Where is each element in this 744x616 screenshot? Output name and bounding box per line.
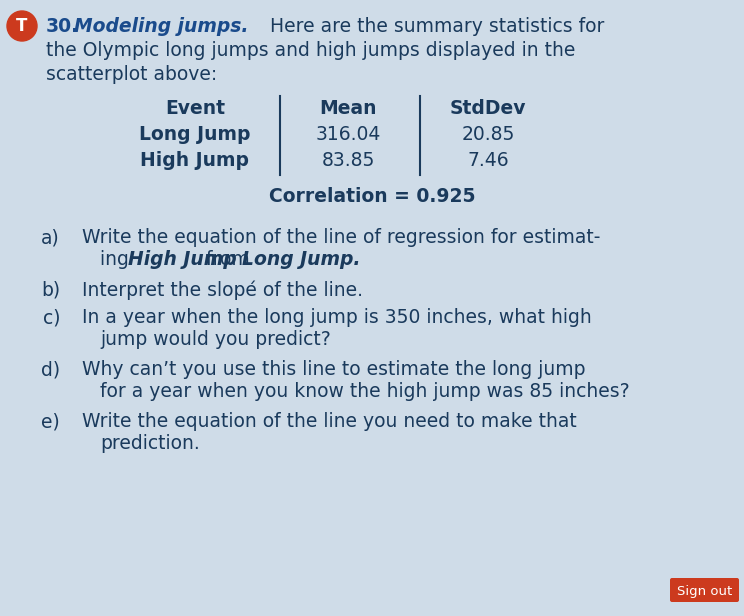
Text: StdDev: StdDev [450, 99, 526, 118]
Text: Long Jump.: Long Jump. [242, 250, 361, 269]
Text: Write the equation of the line you need to make that: Write the equation of the line you need … [82, 412, 577, 431]
Text: High Jump: High Jump [141, 150, 249, 169]
FancyBboxPatch shape [670, 578, 739, 602]
Text: b): b) [41, 280, 60, 299]
Text: Write the equation of the line of regression for estimat-: Write the equation of the line of regres… [82, 228, 600, 247]
Text: High Jump: High Jump [128, 250, 237, 269]
Text: Modeling jumps.: Modeling jumps. [74, 17, 248, 36]
Text: c): c) [42, 308, 60, 327]
Text: e): e) [41, 412, 60, 431]
Text: Why can’t you use this line to estimate the long jump: Why can’t you use this line to estimate … [82, 360, 586, 379]
Text: Mean: Mean [319, 99, 376, 118]
Text: a): a) [41, 228, 60, 247]
Text: scatterplot above:: scatterplot above: [46, 65, 217, 84]
Text: Here are the summary statistics for: Here are the summary statistics for [258, 17, 604, 36]
Text: Correlation = 0.925: Correlation = 0.925 [269, 187, 475, 206]
Text: 20.85: 20.85 [461, 124, 515, 144]
Text: jump would you predict?: jump would you predict? [100, 330, 331, 349]
Text: 30.: 30. [46, 17, 79, 36]
Text: T: T [16, 17, 28, 35]
Text: d): d) [41, 360, 60, 379]
Text: Long Jump: Long Jump [139, 124, 251, 144]
Text: 316.04: 316.04 [315, 124, 381, 144]
Text: prediction.: prediction. [100, 434, 199, 453]
Text: ing: ing [100, 250, 135, 269]
Text: Event: Event [165, 99, 225, 118]
Text: Sign out: Sign out [677, 585, 732, 598]
Text: In a year when the long jump is 350 inches, what high: In a year when the long jump is 350 inch… [82, 308, 591, 327]
Text: for a year when you know the high jump was 85 inches?: for a year when you know the high jump w… [100, 382, 629, 401]
Circle shape [7, 11, 37, 41]
Text: from: from [200, 250, 256, 269]
Text: 7.46: 7.46 [467, 150, 509, 169]
Text: Interpret the slopé of the line.: Interpret the slopé of the line. [82, 280, 363, 299]
Text: the Olympic long jumps and high jumps displayed in the: the Olympic long jumps and high jumps di… [46, 41, 575, 60]
Text: 83.85: 83.85 [321, 150, 375, 169]
